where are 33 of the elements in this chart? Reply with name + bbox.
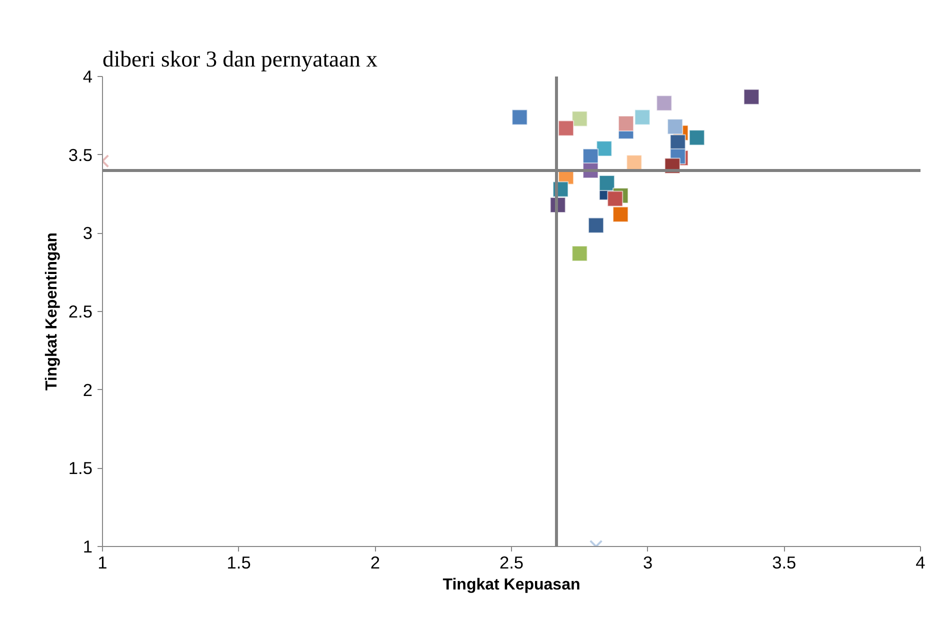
x-tick-label: 4	[916, 552, 926, 572]
point	[667, 118, 684, 135]
x-tick-label: 2.5	[499, 552, 524, 572]
text: diberi skor 3 dan pernyataan x	[102, 46, 378, 72]
point	[656, 95, 672, 112]
point	[626, 154, 642, 171]
point	[743, 88, 760, 105]
x-axis-title: Tingkat Kepuasan	[442, 576, 580, 594]
point	[618, 116, 634, 132]
point	[572, 246, 588, 262]
point	[572, 110, 588, 127]
point	[588, 217, 604, 234]
point	[512, 109, 528, 126]
point	[558, 120, 574, 136]
point	[598, 175, 615, 192]
point	[634, 109, 650, 126]
y-tick-label: 2	[82, 380, 93, 400]
y-tick-label: 4	[82, 66, 93, 86]
point	[596, 140, 612, 157]
point	[607, 190, 624, 207]
x-tick-label: 3	[643, 552, 653, 572]
y-tick-label: 2.5	[68, 302, 93, 322]
point	[612, 206, 629, 222]
y-tick-label: 3	[82, 223, 93, 244]
x-tick-label: 1	[98, 552, 108, 572]
y-tick-label: 1	[82, 536, 93, 556]
y-axis-title: Tingkat Kepentingan	[43, 232, 60, 390]
point	[688, 130, 705, 146]
y-tick-label: 3.5	[68, 144, 93, 165]
x-tick-label: 1.5	[226, 552, 251, 572]
y-tick-label: 1.5	[68, 458, 93, 478]
x-tick-label: 2	[370, 552, 380, 572]
x-tick-label: 3.5	[772, 552, 796, 572]
